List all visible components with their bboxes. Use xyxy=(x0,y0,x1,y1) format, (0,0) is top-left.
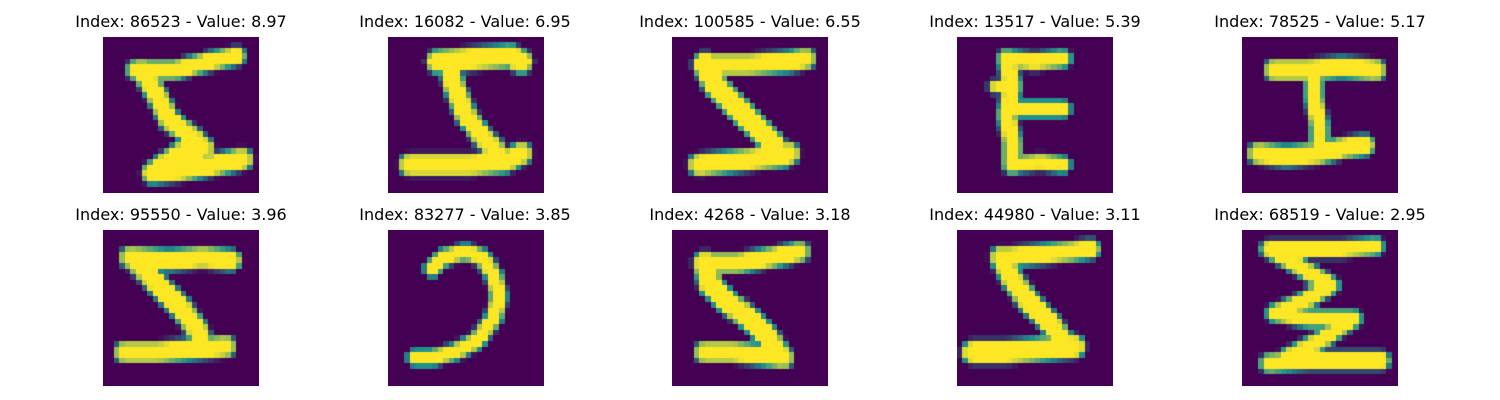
digit-image xyxy=(1242,230,1398,386)
digit-image-panel xyxy=(672,37,828,193)
digit-image-panel xyxy=(672,230,828,386)
digit-image-panel xyxy=(1242,230,1398,386)
digit-image-panel xyxy=(388,230,544,386)
digit-image xyxy=(672,37,828,193)
panel-title: Index: 68519 - Value: 2.95 xyxy=(1214,205,1426,224)
digit-image-panel xyxy=(957,230,1113,386)
panel-title: Index: 83277 - Value: 3.85 xyxy=(359,205,571,224)
digit-image xyxy=(1242,37,1398,193)
panel-title: Index: 13517 - Value: 5.39 xyxy=(929,12,1141,31)
digit-image-panel xyxy=(957,37,1113,193)
digit-image-panel xyxy=(388,37,544,193)
digit-image xyxy=(388,37,544,193)
digit-image xyxy=(957,37,1113,193)
digit-image xyxy=(103,230,259,386)
panel-title: Index: 86523 - Value: 8.97 xyxy=(75,12,287,31)
panel-title: Index: 16082 - Value: 6.95 xyxy=(359,12,571,31)
digit-image-panel xyxy=(103,37,259,193)
panel-title: Index: 44980 - Value: 3.11 xyxy=(929,205,1141,224)
panel-title: Index: 78525 - Value: 5.17 xyxy=(1214,12,1426,31)
digit-image-panel xyxy=(103,230,259,386)
digit-image xyxy=(672,230,828,386)
panel-title: Index: 100585 - Value: 6.55 xyxy=(639,12,861,31)
digit-image xyxy=(957,230,1113,386)
panel-title: Index: 95550 - Value: 3.96 xyxy=(75,205,287,224)
digit-image xyxy=(388,230,544,386)
digit-image xyxy=(103,37,259,193)
digit-image-panel xyxy=(1242,37,1398,193)
panel-title: Index: 4268 - Value: 3.18 xyxy=(649,205,851,224)
